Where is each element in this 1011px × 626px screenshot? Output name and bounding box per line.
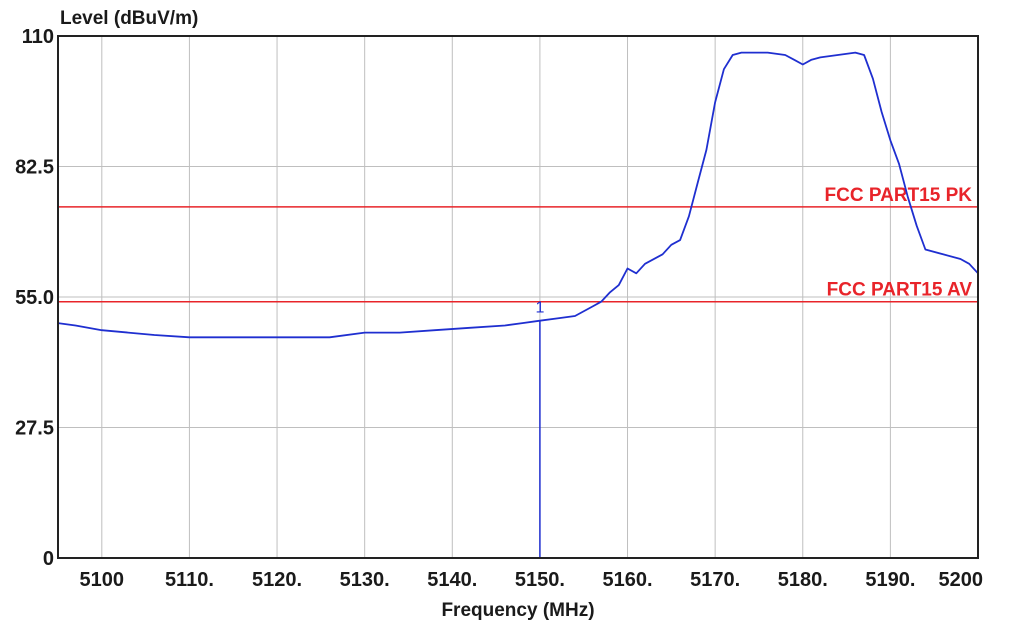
x-tick-label-0: 5100 (80, 569, 125, 591)
y-tick-label-1: 27.5 (15, 418, 54, 440)
x-tick-label-3: 5130. (340, 569, 390, 591)
limit-lines: FCC PART15 PK FCC PART15 AV (58, 185, 978, 303)
plot-frame (57, 35, 979, 559)
x-tick-label-7: 5170. (690, 569, 740, 591)
y-tick-label-4: 110 (22, 26, 54, 48)
y-axis-label: Level (dBuV/m) (60, 8, 198, 29)
x-tick-label-5: 5150. (515, 569, 565, 591)
y-tick-label-0: 0 (43, 548, 54, 570)
x-tick-label-6: 5160. (602, 569, 652, 591)
x-tick-label-2: 5120. (252, 569, 302, 591)
marker-label: 1 (535, 300, 544, 317)
limit-label-0: FCC PART15 PK (825, 185, 973, 206)
marker: 1 (535, 300, 544, 558)
x-tick-label-4: 5140. (427, 569, 477, 591)
y-tick-label-3: 82.5 (15, 157, 54, 179)
y-tick-labels: 0 27.5 55.0 82.5 110 (15, 26, 54, 570)
x-tick-label-1: 5110. (165, 569, 214, 591)
x-axis-label: Frequency (MHz) (441, 600, 594, 621)
trace-line (57, 51, 979, 339)
limit-label-1: FCC PART15 AV (827, 280, 973, 301)
x-tick-label-8: 5180. (778, 569, 828, 591)
x-tick-label-9: 5190. (865, 569, 915, 591)
y-tick-label-2: 55.0 (15, 287, 54, 309)
x-tick-label-10: 5200 (939, 569, 984, 591)
x-tick-labels: 5100 5110. 5120. 5130. 5140. 5150. 5160. 5170. 5… (80, 569, 983, 591)
